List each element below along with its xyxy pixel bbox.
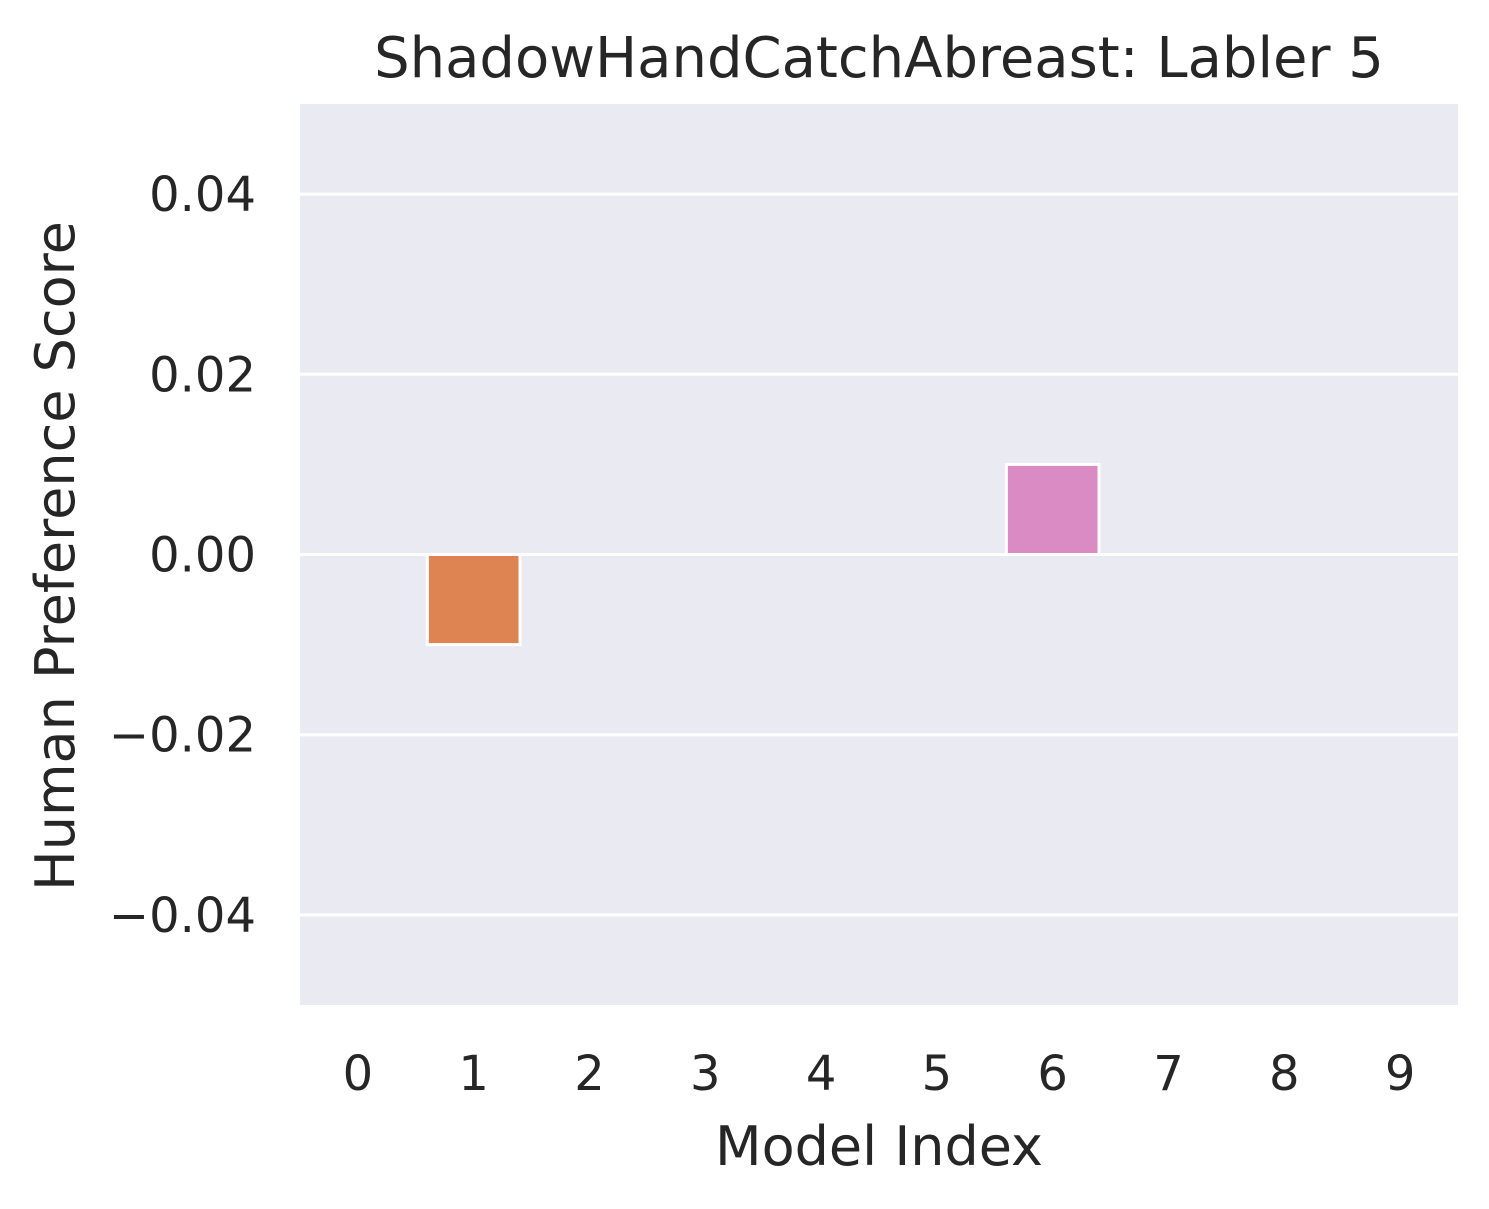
y-tick-label: 0.00	[149, 528, 256, 584]
y-axis-label: Human Preference Score	[24, 221, 87, 891]
x-axis-ticks: 0 1 2 3 4 5 6 7 8 9	[343, 1046, 1416, 1102]
bar-model-6	[1004, 462, 1101, 556]
x-tick-label: 1	[458, 1046, 489, 1102]
y-axis-ticks: −0.04 −0.02 0.00 0.02 0.04	[109, 167, 256, 944]
x-tick-label: 6	[1037, 1046, 1068, 1102]
y-tick-label: −0.02	[109, 708, 256, 764]
x-tick-label: 3	[690, 1046, 721, 1102]
x-tick-label: 5	[922, 1046, 953, 1102]
y-tick-label: 0.04	[149, 167, 256, 223]
chart-title: ShadowHandCatchAbreast: Labler 5	[374, 26, 1384, 91]
x-tick-label: 2	[574, 1046, 605, 1102]
x-tick-label: 4	[806, 1046, 837, 1102]
y-tick-label: −0.04	[109, 888, 256, 944]
x-tick-label: 8	[1269, 1046, 1300, 1102]
x-tick-label: 9	[1385, 1046, 1416, 1102]
bar-model-1	[425, 553, 522, 647]
bars	[425, 462, 1101, 647]
x-tick-label: 7	[1153, 1046, 1184, 1102]
x-tick-label: 0	[343, 1046, 374, 1102]
x-axis-label: Model Index	[715, 1115, 1043, 1178]
y-tick-label: 0.02	[149, 347, 256, 403]
